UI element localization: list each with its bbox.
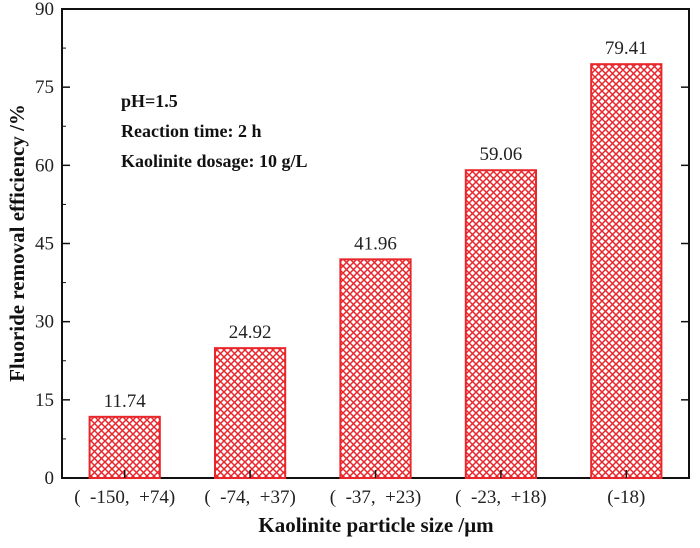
x-tick-label: ( -74, +37): [204, 487, 295, 508]
y-tick-label: 90: [35, 0, 54, 20]
y-tick-label: 75: [35, 77, 54, 98]
bar-data-label: 24.92: [229, 322, 272, 343]
y-axis: 0 15 30 45 60 75 90: [35, 0, 689, 489]
bar-data-label: 11.74: [104, 391, 147, 412]
y-tick-label: 60: [35, 155, 54, 176]
bar: [339, 258, 412, 479]
annotation-dosage: Kaolinite dosage: 10 g/L: [121, 151, 308, 171]
bar: [88, 415, 161, 480]
y-axis-title: Fluoride removal efficiency /%: [5, 104, 29, 382]
x-tick-label: ( -23, +18): [455, 487, 546, 508]
bar: [464, 169, 538, 479]
y-tick-label: 0: [45, 468, 55, 489]
x-tick-label: ( -150, +74): [74, 487, 175, 508]
x-axis: ( -150, +74) ( -74, +37) ( -37, +23) ( -23,…: [74, 470, 645, 508]
bars: 11.74 24.92 41.96 59.06 79.41: [88, 38, 663, 480]
y-tick-label: 30: [35, 312, 54, 333]
annotation-reaction-time: Reaction time: 2 h: [121, 121, 261, 141]
annotation-ph: pH=1.5: [121, 91, 178, 111]
bar: [590, 63, 663, 479]
x-tick-label: (-18): [607, 487, 645, 508]
bar: [213, 347, 287, 479]
bar-data-label: 59.06: [480, 144, 523, 165]
x-tick-label: ( -37, +23): [330, 487, 421, 508]
y-tick-label: 15: [35, 390, 54, 411]
bar-data-label: 41.96: [354, 233, 397, 254]
y-tick-label: 45: [35, 234, 54, 255]
x-axis-title: Kaolinite particle size /μm: [258, 513, 494, 537]
bar-data-label: 79.41: [605, 38, 648, 59]
